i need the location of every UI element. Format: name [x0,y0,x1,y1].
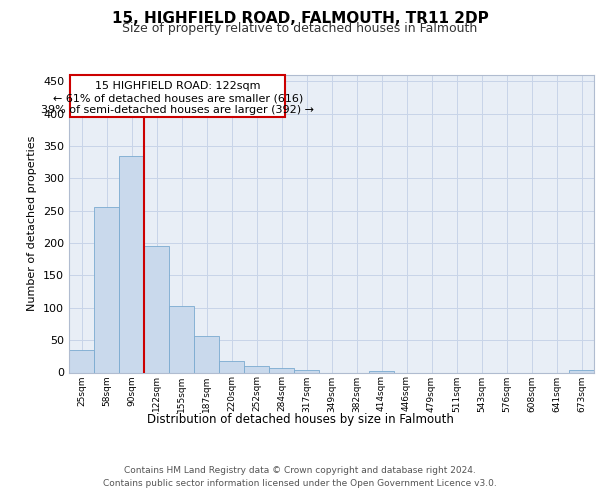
Bar [194,336,219,372]
Bar [244,366,269,372]
Bar [69,350,94,372]
Y-axis label: Number of detached properties: Number of detached properties [28,136,37,312]
Text: 39% of semi-detached houses are larger (392) →: 39% of semi-detached houses are larger (… [41,105,314,115]
Text: Contains HM Land Registry data © Crown copyright and database right 2024.
Contai: Contains HM Land Registry data © Crown c… [103,466,497,487]
Bar [369,370,394,372]
Text: ← 61% of detached houses are smaller (616): ← 61% of detached houses are smaller (61… [53,93,303,103]
FancyBboxPatch shape [70,75,285,117]
Bar [294,370,319,372]
Text: 15, HIGHFIELD ROAD, FALMOUTH, TR11 2DP: 15, HIGHFIELD ROAD, FALMOUTH, TR11 2DP [112,11,488,26]
Text: Size of property relative to detached houses in Falmouth: Size of property relative to detached ho… [122,22,478,35]
Bar [119,156,144,372]
Bar [94,207,119,372]
Bar [269,368,294,372]
Text: 15 HIGHFIELD ROAD: 122sqm: 15 HIGHFIELD ROAD: 122sqm [95,82,260,92]
Bar [144,246,169,372]
Bar [219,361,244,372]
Bar [569,370,594,372]
Bar [169,306,194,372]
Text: Distribution of detached houses by size in Falmouth: Distribution of detached houses by size … [146,412,454,426]
